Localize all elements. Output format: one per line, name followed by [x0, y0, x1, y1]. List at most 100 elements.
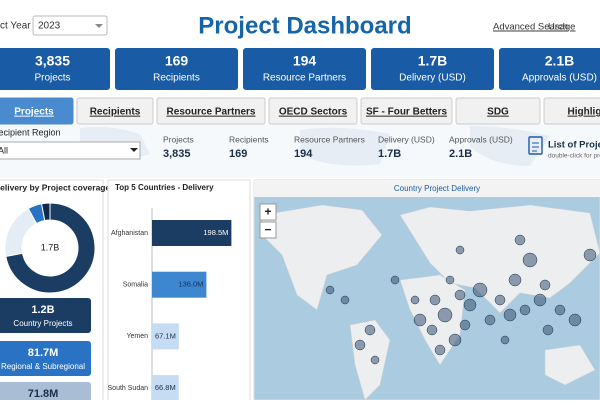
summary-label: Delivery (USD) — [378, 134, 435, 144]
kpi-value: 2.1B — [545, 53, 575, 69]
map-bubble[interactable] — [494, 294, 506, 306]
kpi-value: 169 — [165, 53, 189, 69]
panel-title: Delivery by Project coverage — [0, 182, 111, 192]
zoom-label[interactable]: + — [264, 205, 271, 219]
value-label: 67.1M — [155, 331, 176, 340]
map-bubble[interactable] — [554, 304, 566, 316]
map-bubble[interactable] — [437, 307, 453, 323]
map-bubble[interactable] — [390, 275, 400, 285]
tab[interactable] — [0, 97, 74, 125]
bar[interactable] — [152, 220, 232, 246]
filter-value: All — [0, 145, 8, 155]
kpi-value: 3,835 — [35, 53, 70, 69]
kpi-label: Projects — [34, 73, 70, 84]
land — [544, 344, 596, 386]
tab[interactable] — [156, 97, 266, 125]
map-bubble[interactable] — [463, 298, 477, 312]
map-bubble[interactable] — [454, 289, 466, 301]
coverage-card[interactable] — [0, 341, 91, 376]
map-bubble[interactable] — [410, 295, 420, 305]
filter-label: Recipient Region — [0, 127, 61, 137]
kpi-card — [499, 48, 600, 90]
summary-value: 1.7B — [378, 148, 401, 160]
background-map — [80, 126, 550, 166]
category-label: South Sudan — [108, 385, 149, 392]
tab-label[interactable]: Projects — [14, 107, 54, 118]
bar[interactable] — [152, 323, 179, 350]
year-select[interactable] — [32, 15, 108, 36]
land — [261, 204, 383, 311]
tab[interactable] — [268, 97, 358, 125]
kpi-value: 1.7B — [418, 53, 448, 69]
map-bubble[interactable] — [484, 314, 496, 326]
map-bubble[interactable] — [519, 304, 531, 316]
tab[interactable] — [455, 97, 541, 125]
kpi-label: Delivery (USD) — [399, 73, 466, 84]
header-link[interactable]: Usage — [548, 22, 575, 33]
filter-select[interactable] — [0, 141, 141, 160]
chart-title: Top 5 Countries - Delivery — [115, 183, 214, 192]
card-label: Country Projects — [13, 319, 72, 328]
card-value: 81.7M — [28, 347, 59, 359]
map-bubble[interactable] — [445, 275, 455, 285]
tab-label[interactable]: SF - Four Betters — [366, 107, 448, 118]
map-bubble[interactable] — [472, 282, 488, 298]
map-bubble[interactable] — [539, 279, 551, 291]
dropdown-arrow — [130, 148, 138, 152]
category-label: Somalia — [123, 282, 148, 289]
map-bubble[interactable] — [354, 339, 366, 351]
list-title[interactable]: List of Projects — [548, 140, 600, 151]
map-bubble[interactable] — [429, 294, 441, 306]
map-header — [254, 180, 600, 197]
card-label: Regional & Subregional — [1, 362, 85, 371]
map-bubble[interactable] — [325, 285, 335, 295]
map-bubble[interactable] — [503, 308, 517, 322]
card-value: 1.2B — [31, 304, 54, 316]
tab-label[interactable]: SDG — [487, 107, 509, 118]
map-bubble[interactable] — [364, 324, 376, 336]
tab[interactable] — [360, 97, 453, 125]
donut-segment — [40, 202, 51, 222]
tab-label[interactable]: Highlights — [568, 107, 600, 118]
bar[interactable] — [152, 375, 179, 402]
donut-center: 1.7B — [41, 242, 60, 252]
coverage-card[interactable] — [0, 382, 91, 405]
map-bubble[interactable] — [459, 319, 471, 331]
tab-label[interactable]: Resource Partners — [167, 107, 256, 118]
map-bubble[interactable] — [426, 324, 438, 336]
map-bubble[interactable] — [413, 313, 427, 327]
page-title: Project Dashboard — [198, 12, 411, 39]
map-bubble[interactable] — [434, 344, 446, 356]
coverage-card[interactable] — [0, 298, 91, 333]
map-bubble[interactable] — [533, 293, 547, 307]
map-bubble[interactable] — [448, 333, 462, 347]
map-title: Country Project Delivery — [394, 184, 480, 193]
tab[interactable] — [76, 97, 154, 125]
value-label: 136.0M — [178, 280, 203, 289]
tab-label[interactable]: OECD Sectors — [279, 107, 348, 118]
summary-value: 2.1B — [449, 148, 472, 160]
zoom-label[interactable]: − — [264, 223, 271, 237]
header-link[interactable]: Advanced Search — [493, 22, 568, 33]
kpi-value: 194 — [293, 53, 317, 69]
summary-value: 194 — [294, 148, 313, 160]
tab-label[interactable]: Recipients — [90, 107, 141, 118]
map-bubble[interactable] — [568, 313, 582, 327]
map-bubble[interactable] — [583, 248, 597, 262]
list-icon[interactable] — [528, 136, 543, 155]
map-bubble[interactable] — [500, 335, 510, 345]
kpi-label: Recipients — [153, 73, 200, 84]
map-bubble[interactable] — [370, 355, 380, 365]
map-bubble[interactable] — [455, 245, 465, 255]
tab[interactable] — [543, 97, 600, 125]
map-bubble[interactable] — [508, 273, 522, 287]
map-bubble[interactable] — [514, 234, 526, 246]
map-bubble[interactable] — [542, 324, 554, 336]
map-bubble[interactable] — [340, 295, 350, 305]
zoom-button[interactable] — [259, 203, 277, 221]
zoom-button[interactable] — [259, 221, 277, 239]
map-bubble[interactable] — [522, 252, 538, 268]
bar[interactable] — [152, 271, 207, 298]
kpi-card — [243, 48, 366, 90]
